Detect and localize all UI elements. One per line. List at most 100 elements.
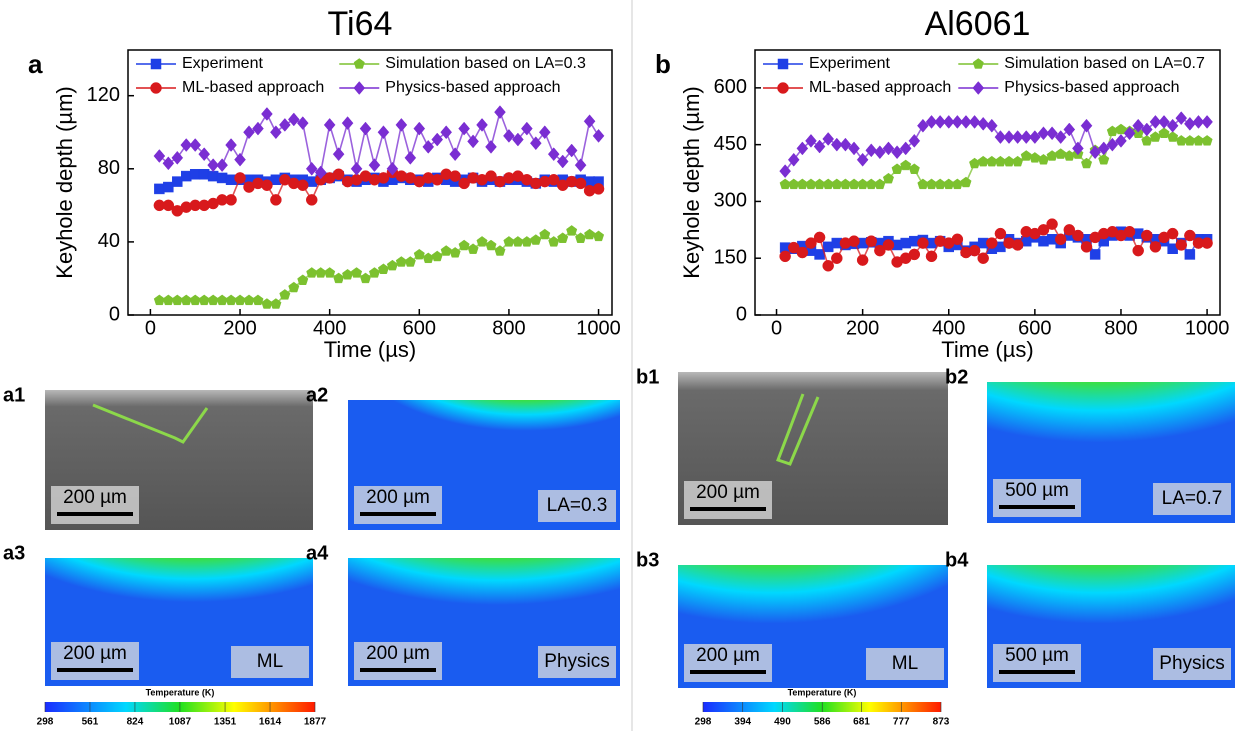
marker [198,294,210,306]
marker [874,178,886,190]
marker [1089,249,1101,260]
marker [856,152,869,167]
colorbar-title: Temperature (K) [788,687,857,697]
marker [440,125,453,140]
marker [368,158,381,173]
marker [296,116,309,130]
marker [1175,111,1188,126]
marker [315,267,327,278]
marker [458,121,470,136]
marker [252,294,264,306]
marker [1054,130,1067,144]
y-tick-label: 0 [736,303,747,325]
legend-label: Simulation based on LA=0.7 [1004,55,1205,72]
marker [1012,155,1024,167]
panel-tag: Physics [544,651,609,672]
marker [449,147,461,162]
marker [1158,115,1170,129]
x-tick-label: 200 [846,317,879,339]
y-axis-label: Keyhole depth (µm) [679,86,704,278]
marker [960,176,972,188]
legend-label: Simulation based on LA=0.3 [385,55,586,72]
tag-box [1153,648,1231,680]
marker [351,267,363,278]
scale-bar-label: 200 µm [366,643,430,664]
marker [584,228,596,240]
marker [574,158,587,173]
marker [404,256,416,267]
legend-marker [150,58,162,70]
marker [547,174,560,186]
keyhole-outline [92,403,209,444]
legend-marker [777,58,789,70]
marker [865,235,877,247]
y-tick-label: 600 [714,76,747,98]
scale-bar-label: 200 µm [366,487,430,508]
marker [1201,135,1213,146]
marker [1149,115,1162,129]
marker [234,294,246,306]
marker [882,239,895,251]
scale-box [354,642,442,680]
y-tick-label: 150 [714,246,747,268]
colorbar-tick-label: 777 [893,717,910,728]
y-tick-label: 450 [714,133,747,155]
marker [494,245,506,256]
panel-label: b2 [945,366,968,388]
melt-field [388,400,620,477]
marker [189,138,202,152]
y-tick-label: 0 [109,303,120,325]
marker [882,172,894,184]
marker [162,156,175,171]
marker [977,116,990,131]
marker [1184,249,1196,260]
colorbar-tick-label: 298 [695,717,712,728]
marker [172,176,183,187]
marker [1201,237,1213,249]
marker [899,141,912,156]
marker [521,121,533,136]
colorbar-tick-label: 681 [853,717,870,728]
marker [874,145,886,160]
marker [865,143,878,158]
marker [592,129,605,143]
panel-label: b1 [636,366,659,388]
legend-label: Physics-based approach [385,79,560,96]
y-tick-label: 120 [87,84,120,106]
marker [917,237,929,249]
marker [1063,122,1076,137]
legend-label: Experiment [182,55,263,72]
tag-box [538,646,616,678]
marker [521,236,533,247]
colorbar-tick-label: 490 [774,717,791,728]
marker [779,164,791,179]
marker [333,272,345,284]
x-tick-label: 1000 [576,317,621,339]
marker [788,241,800,254]
marker [1054,233,1067,246]
x-tick-label: 600 [403,317,436,339]
marker [1037,224,1050,236]
marker [207,294,219,306]
scale-box [51,642,139,680]
marker [503,236,515,247]
marker [270,125,282,140]
panel-label: a [28,49,43,79]
marker [574,177,587,190]
marker [323,118,336,132]
plot-frame [127,49,613,316]
marker [547,147,560,162]
marker [1097,141,1110,156]
marker [1184,229,1196,242]
marker [1192,115,1205,129]
marker [153,294,165,306]
marker [458,239,470,251]
marker [216,294,228,306]
marker [261,107,273,121]
marker [951,115,964,129]
marker [305,161,318,176]
marker [467,243,479,254]
marker [163,181,174,193]
marker [1115,123,1127,135]
panel-tag: Physics [1159,653,1224,674]
